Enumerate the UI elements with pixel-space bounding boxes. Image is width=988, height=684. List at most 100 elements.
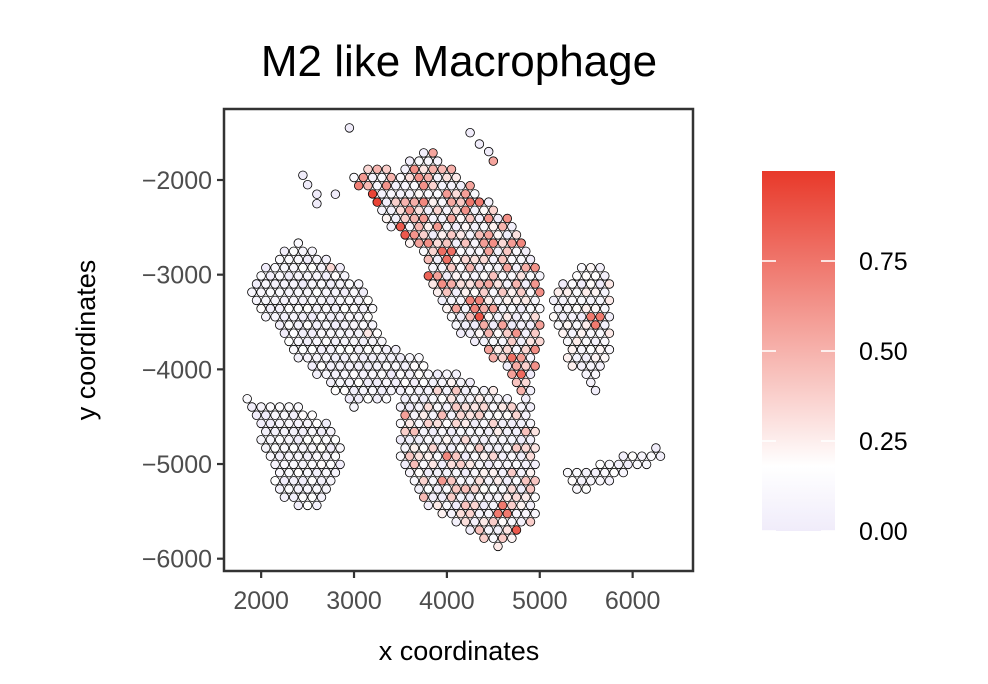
spot	[261, 443, 271, 453]
spot	[507, 353, 517, 363]
spot	[386, 369, 396, 379]
spot	[270, 410, 280, 420]
spot	[442, 418, 452, 429]
spot	[507, 287, 517, 297]
spot	[261, 312, 271, 322]
spot	[474, 295, 485, 306]
spot	[502, 361, 513, 371]
spot	[279, 263, 290, 273]
spot	[316, 492, 327, 502]
spot	[576, 295, 587, 306]
spot	[456, 197, 466, 207]
spot	[511, 263, 522, 273]
spot	[600, 287, 610, 297]
spot	[474, 328, 485, 338]
spot	[586, 476, 596, 486]
spot	[488, 156, 499, 166]
spot	[419, 426, 429, 437]
spot	[330, 435, 341, 445]
spot	[279, 476, 290, 486]
spot	[428, 410, 438, 420]
spot	[293, 336, 304, 347]
spot	[377, 369, 387, 379]
spot	[335, 263, 345, 273]
spot	[432, 221, 443, 232]
spot	[525, 451, 536, 461]
spot	[646, 451, 656, 461]
spot	[488, 205, 499, 216]
spot	[372, 361, 382, 371]
colorbar-tick-label: 0.25	[859, 428, 908, 456]
spot	[400, 361, 410, 371]
spot	[572, 271, 582, 281]
spot	[451, 418, 461, 429]
spot	[354, 361, 364, 371]
spot	[442, 287, 452, 297]
spot	[595, 312, 605, 322]
spot	[289, 476, 299, 486]
spot	[525, 254, 536, 265]
spot	[312, 287, 322, 297]
spot	[460, 418, 471, 429]
spot	[493, 295, 503, 306]
spot	[414, 418, 424, 429]
spot	[298, 295, 308, 306]
spot	[423, 238, 434, 248]
spot	[474, 197, 485, 207]
spot	[372, 394, 382, 404]
spot	[340, 287, 350, 297]
spot	[470, 205, 480, 216]
spot	[437, 246, 447, 257]
spot	[428, 459, 438, 470]
spot	[516, 320, 526, 330]
spot	[516, 271, 526, 281]
spot	[465, 263, 475, 273]
spot	[521, 443, 531, 453]
spot	[479, 287, 489, 297]
spot	[423, 172, 434, 183]
spot	[363, 180, 373, 191]
spot	[289, 459, 299, 470]
spot	[326, 476, 336, 486]
spot	[293, 484, 304, 494]
spot	[414, 238, 424, 248]
spot	[470, 254, 480, 265]
spot	[470, 435, 480, 445]
spot	[474, 492, 485, 502]
spot	[298, 443, 308, 453]
spot	[367, 189, 378, 199]
spot	[279, 410, 290, 420]
spot	[414, 156, 424, 166]
spot	[316, 263, 327, 273]
spot	[456, 443, 466, 453]
spot	[460, 205, 471, 216]
spot	[419, 213, 429, 224]
spot	[270, 443, 280, 453]
spot	[511, 295, 522, 306]
spot	[567, 344, 578, 355]
spot	[419, 180, 429, 191]
spot	[456, 426, 466, 437]
spot	[535, 320, 545, 330]
spot	[419, 476, 429, 486]
colorbar-tick-label: 0.50	[859, 338, 908, 366]
spot	[432, 484, 443, 494]
spot	[479, 484, 489, 494]
spot	[470, 287, 480, 297]
spot	[312, 353, 322, 363]
spot	[423, 451, 434, 461]
spot	[284, 402, 294, 412]
spot	[581, 271, 591, 281]
spot	[442, 303, 452, 314]
spot	[507, 451, 517, 461]
spot	[511, 443, 522, 453]
spot	[302, 287, 313, 297]
spot	[479, 254, 489, 265]
spot	[451, 254, 461, 265]
spot	[530, 328, 540, 338]
spot	[493, 230, 503, 240]
spot	[502, 279, 513, 289]
spot	[335, 344, 345, 355]
spot	[484, 443, 494, 453]
spot	[442, 205, 452, 216]
